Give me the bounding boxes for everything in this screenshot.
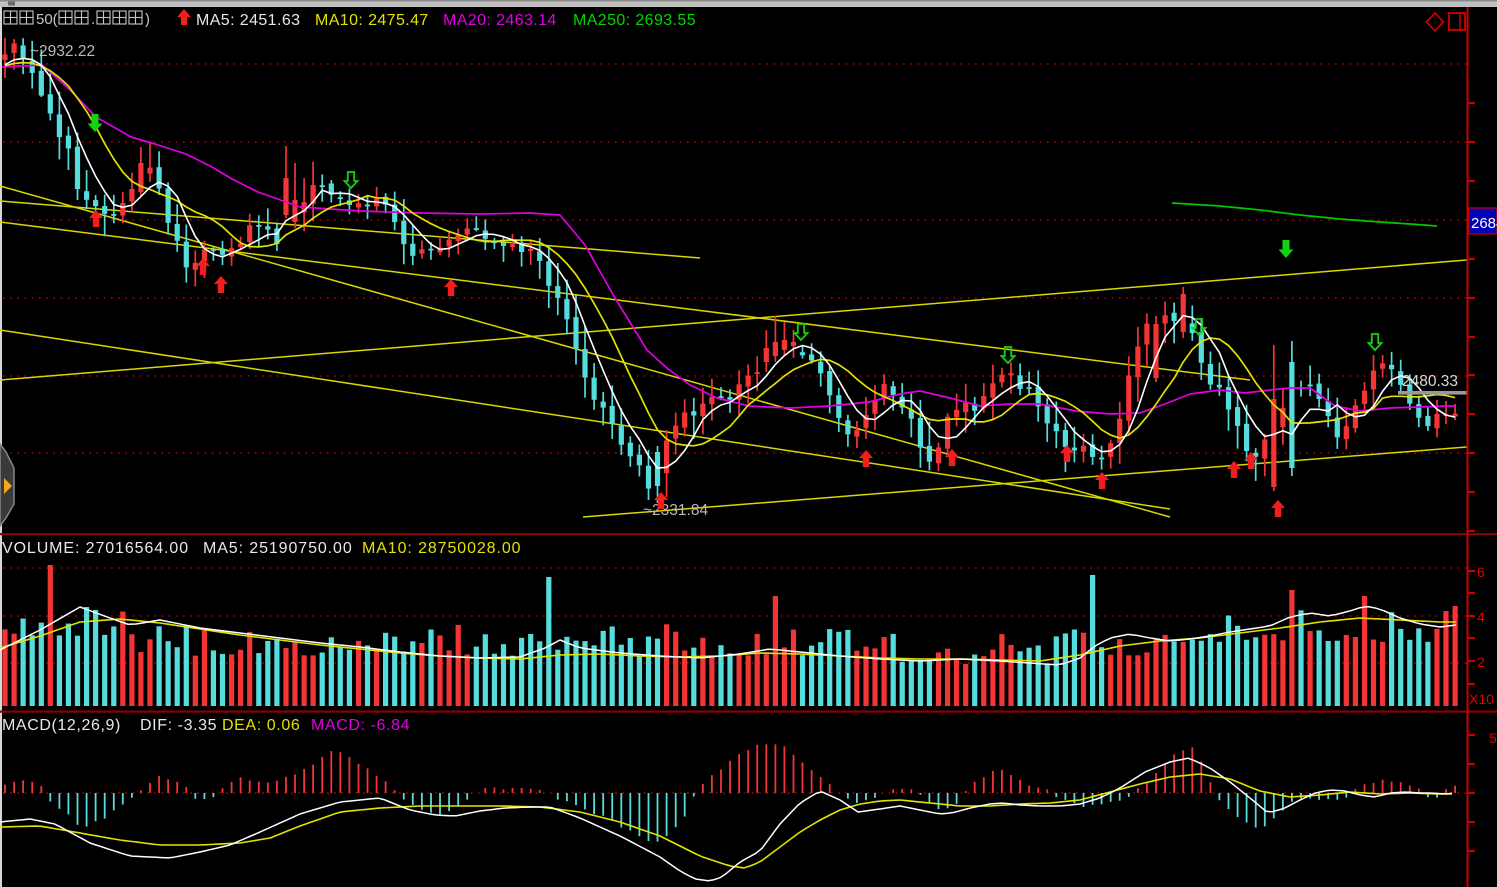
svg-text:): ) bbox=[145, 11, 150, 28]
svg-text:~2331.84: ~2331.84 bbox=[643, 502, 708, 519]
svg-text:5: 5 bbox=[1489, 730, 1497, 746]
svg-text:X10: X10 bbox=[1469, 691, 1494, 707]
svg-text:MA250: 2693.55: MA250: 2693.55 bbox=[573, 12, 696, 29]
svg-text:4: 4 bbox=[1477, 609, 1485, 625]
svg-text:DIF: -3.35: DIF: -3.35 bbox=[140, 717, 217, 734]
svg-text:2: 2 bbox=[1477, 654, 1485, 670]
svg-text:MA5: 2451.63: MA5: 2451.63 bbox=[196, 12, 300, 29]
svg-text:50(: 50( bbox=[36, 11, 58, 28]
svg-text:MA10: 2475.47: MA10: 2475.47 bbox=[315, 12, 429, 29]
svg-text:2684: 2684 bbox=[1471, 215, 1497, 232]
svg-text:MA5: 25190750.00: MA5: 25190750.00 bbox=[203, 540, 353, 557]
svg-text:VOLUME: 27016564.00: VOLUME: 27016564.00 bbox=[2, 540, 189, 557]
svg-text:~2932.22: ~2932.22 bbox=[30, 43, 95, 60]
svg-text:DEA: 0.06: DEA: 0.06 bbox=[222, 717, 300, 734]
svg-text:6: 6 bbox=[1477, 564, 1485, 580]
svg-text:.: . bbox=[91, 11, 95, 28]
svg-text:MA20: 2463.14: MA20: 2463.14 bbox=[443, 12, 557, 29]
svg-text:2480.33: 2480.33 bbox=[1402, 373, 1458, 390]
svg-text:MA10: 28750028.00: MA10: 28750028.00 bbox=[362, 540, 521, 557]
svg-text:MACD: -6.84: MACD: -6.84 bbox=[311, 717, 410, 734]
svg-text:MACD(12,26,9): MACD(12,26,9) bbox=[2, 717, 121, 734]
